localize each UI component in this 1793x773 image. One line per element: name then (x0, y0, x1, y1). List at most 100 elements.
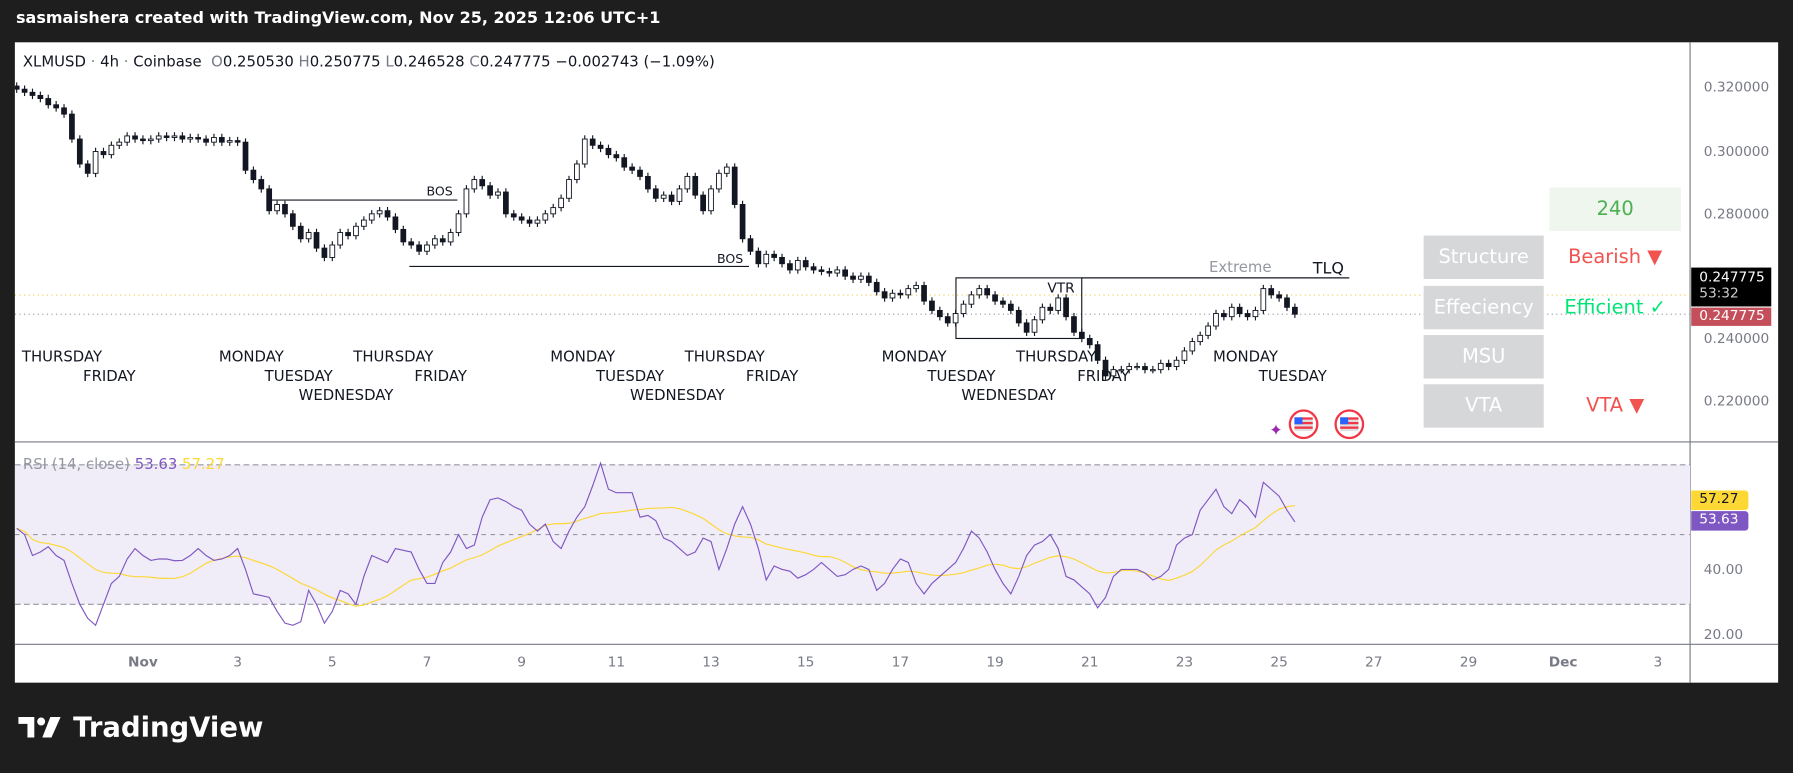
candle (897, 289, 904, 299)
candle (1205, 322, 1211, 340)
candle-body (566, 179, 572, 199)
sparkle-icon: ✦ (1269, 421, 1282, 440)
candle (471, 175, 478, 193)
candle (195, 133, 202, 143)
candle-body (1221, 313, 1227, 318)
candle (668, 191, 675, 206)
candle-body (179, 135, 186, 140)
candle-body (416, 244, 422, 252)
candle (455, 210, 462, 237)
candle (605, 144, 612, 159)
candle (716, 169, 722, 193)
candle (1047, 303, 1054, 315)
candle (487, 182, 493, 199)
candle (1268, 284, 1275, 299)
candle-body (605, 147, 612, 156)
candle-body (763, 253, 770, 265)
candle-body (645, 175, 651, 190)
candle-body (518, 216, 525, 221)
day-label: WEDNESDAY (630, 386, 726, 404)
candle-body (834, 269, 841, 274)
candle-body (629, 166, 635, 171)
candle (952, 309, 959, 327)
candle-body (21, 88, 28, 93)
candle-body (637, 169, 643, 177)
candle-body (755, 250, 762, 265)
candle (432, 235, 438, 249)
candle-body (203, 138, 209, 143)
candle-body (376, 210, 383, 215)
candle-body (865, 275, 872, 283)
candle-body (794, 260, 801, 271)
candle-body (881, 291, 888, 299)
candle-body (195, 137, 202, 140)
day-label: FRIDAY (746, 367, 799, 385)
candle (905, 284, 912, 299)
candle-body (1023, 322, 1030, 333)
rsi-pane (14, 461, 1691, 627)
candle (258, 175, 265, 193)
candle-body (132, 135, 138, 140)
candle-body (534, 219, 541, 224)
legend-low: 0.246528 (393, 53, 465, 71)
candle (313, 228, 320, 252)
candle (684, 172, 691, 193)
candle-body (621, 157, 628, 168)
rsi-title[interactable]: RSI (14, close) (22, 456, 131, 474)
day-label: TUESDAY (264, 367, 334, 385)
candle (873, 278, 880, 296)
candle-body (321, 247, 328, 258)
flag-canton (1340, 417, 1349, 425)
day-label: FRIDAY (83, 367, 136, 385)
candle-body (61, 107, 67, 115)
candle (321, 244, 328, 262)
candle (1118, 365, 1125, 374)
candle-body (69, 113, 75, 140)
candle-body (1110, 369, 1117, 377)
legend-symbol[interactable]: XLMUSD (22, 53, 86, 71)
candle-body (826, 271, 833, 274)
candle-body (668, 194, 675, 202)
candle-body (487, 185, 493, 196)
day-label: THURSDAY (352, 347, 434, 365)
candle (179, 132, 186, 143)
candle (140, 135, 146, 145)
candle-body (266, 188, 273, 212)
candle-body (779, 256, 785, 265)
candle-body (1055, 297, 1062, 311)
day-label: MONDAY (1213, 347, 1279, 365)
candle (1173, 356, 1180, 371)
candle-body (171, 135, 178, 138)
candle (408, 238, 415, 249)
time-tick: 5 (328, 655, 337, 671)
candle-body (739, 204, 746, 240)
legend-interval: 4h (100, 53, 120, 71)
candle-body (747, 238, 754, 252)
candle-body (147, 138, 154, 142)
candle (416, 241, 422, 255)
candle-body (337, 232, 344, 246)
tlq-label: TLQ (1312, 258, 1344, 277)
rsi-ma-axis-label: 57.27 (1691, 490, 1749, 510)
candle (858, 272, 864, 284)
time-tick: 29 (1460, 655, 1477, 671)
candle-body (976, 288, 983, 296)
tradingview-logo[interactable]: TradingView (18, 711, 263, 743)
candle (755, 247, 762, 268)
candle-body (589, 138, 596, 146)
symbol-legend: XLMUSD · 4h · Coinbase O0.250530 H0.2507… (22, 53, 715, 71)
time-tick: 21 (1081, 655, 1098, 671)
time-tick: 13 (702, 655, 719, 671)
candle-body (723, 166, 730, 174)
candle-body (258, 179, 265, 190)
candle (337, 228, 344, 249)
candle (84, 160, 91, 178)
main-pane: BOS BOS VTR Extreme TLQ THURSDAY FRIDAY MONDAY T… (14, 82, 1691, 404)
candle-body (140, 138, 146, 142)
flag-stripe (1294, 426, 1313, 429)
time-tick: 23 (1176, 655, 1193, 671)
candle-body (392, 216, 399, 230)
candle (929, 297, 935, 315)
flag-stripe (1294, 417, 1313, 420)
